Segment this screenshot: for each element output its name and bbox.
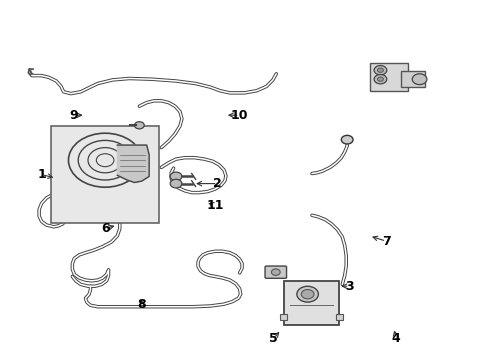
Text: 3: 3 <box>345 280 353 293</box>
Text: 5: 5 <box>269 332 278 345</box>
FancyBboxPatch shape <box>264 266 286 278</box>
Circle shape <box>373 66 386 75</box>
Text: 10: 10 <box>230 109 248 122</box>
Circle shape <box>271 269 280 275</box>
Circle shape <box>411 74 426 85</box>
Circle shape <box>377 77 383 81</box>
Bar <box>336 314 343 320</box>
Circle shape <box>170 179 182 188</box>
Circle shape <box>296 286 318 302</box>
FancyBboxPatch shape <box>369 63 407 91</box>
Circle shape <box>377 68 383 72</box>
Text: 9: 9 <box>69 109 78 122</box>
Bar <box>51 126 159 223</box>
Circle shape <box>170 172 182 181</box>
Circle shape <box>301 289 313 299</box>
Polygon shape <box>117 145 149 183</box>
Text: 2: 2 <box>213 177 222 190</box>
Text: 11: 11 <box>206 199 224 212</box>
FancyBboxPatch shape <box>401 71 425 87</box>
FancyBboxPatch shape <box>284 281 339 325</box>
Text: 7: 7 <box>381 235 390 248</box>
Text: 6: 6 <box>101 222 109 235</box>
Text: 1: 1 <box>37 168 46 181</box>
Bar <box>280 314 286 320</box>
Circle shape <box>134 122 144 129</box>
Circle shape <box>373 75 386 84</box>
Circle shape <box>341 135 352 144</box>
Text: 8: 8 <box>137 298 146 311</box>
Text: 4: 4 <box>391 332 400 345</box>
